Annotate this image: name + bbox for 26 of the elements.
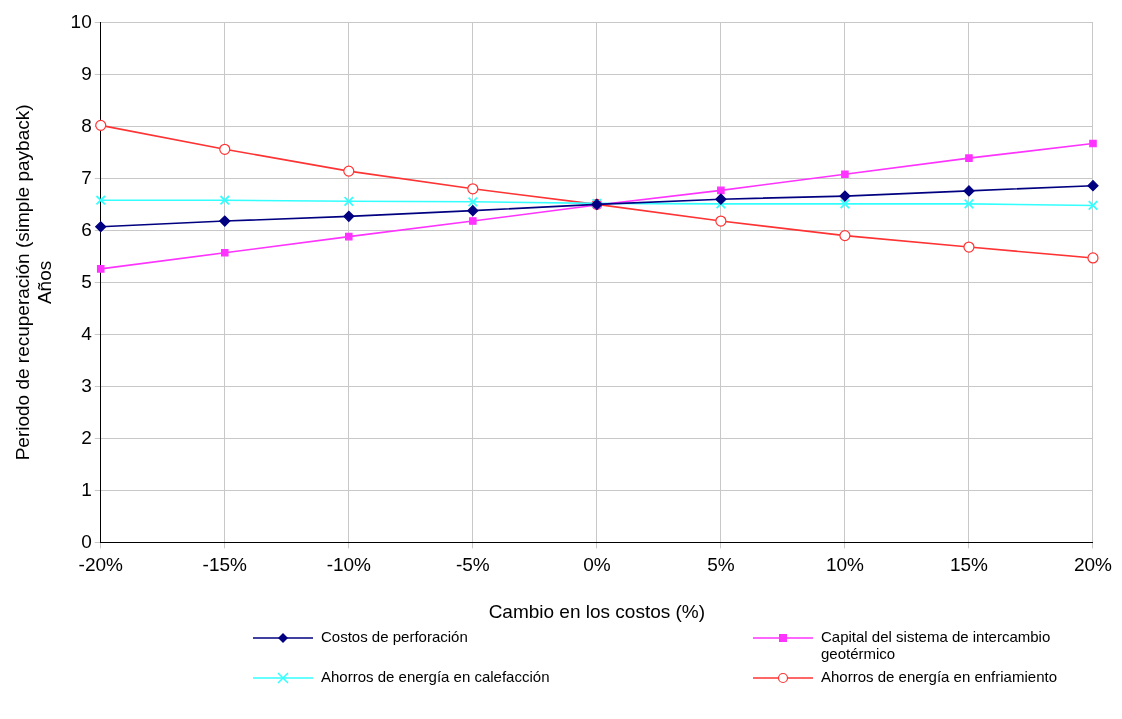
x-tick-label: -15% [202,554,248,576]
legend-label: Ahorros de energía en calefacción [321,668,550,685]
x-tick-label: -10% [326,554,372,576]
x-tick-label: -5% [455,554,490,576]
legend-label: Costos de perforación [321,628,468,645]
x-tick-label: 5% [707,554,735,576]
y-tick-label: 1 [81,478,92,500]
y-axis-title: Periodo de recuperación (simple payback) Años [11,104,56,461]
y-tick-label: 3 [81,374,92,396]
x-tick-label: 10% [825,554,865,576]
x-tick-label: 0% [583,554,611,576]
y-tick-label: 4 [81,322,93,344]
x-tick-label: 15% [949,554,989,576]
y-tick-label: 5 [81,270,92,292]
y-tick-label: 2 [81,426,92,448]
y-tick-label: 7 [81,166,92,188]
legend-label: Capital del sistema de intercambio geotérmico [821,628,1052,662]
y-tick-label: 8 [81,114,92,136]
x-tick-label: -20% [78,554,124,576]
legend-label: Ahorros de energía en enfriamiento [821,668,1057,685]
y-tick-label: 6 [81,218,92,240]
x-tick-label: 20% [1073,554,1113,576]
y-tick-label: 0 [81,530,92,552]
y-tick-label: 10 [70,10,92,32]
x-axis-title: Cambio en los costos (%) [488,600,706,622]
y-tick-label: 9 [81,62,92,84]
